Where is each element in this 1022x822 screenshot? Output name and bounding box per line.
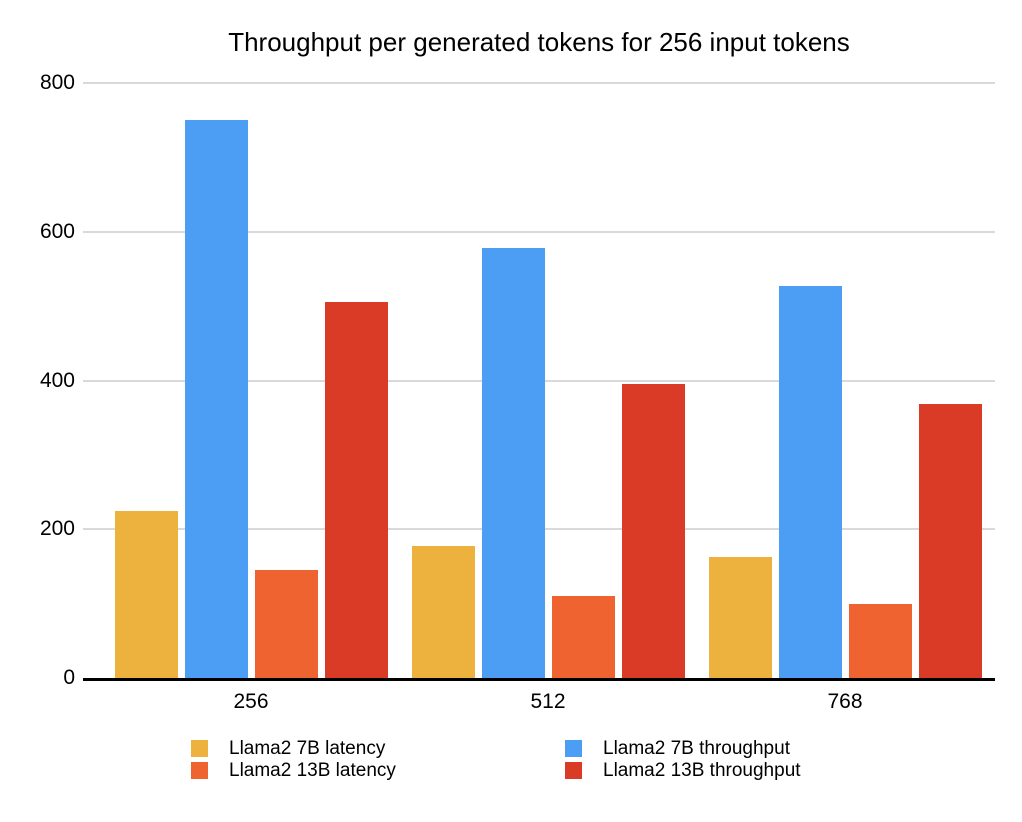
y-axis-tick-label: 400 [39, 368, 75, 392]
y-axis-tick-label: 800 [39, 71, 75, 94]
bar [184, 120, 248, 678]
bar [254, 570, 318, 678]
bar [551, 596, 615, 678]
bar [621, 384, 685, 678]
bar [848, 604, 912, 678]
y-axis-tick-label: 0 [63, 666, 75, 689]
legend-item: Llama2 7B throughput [565, 738, 801, 759]
legend-swatch-icon [565, 762, 582, 779]
bar-group [411, 248, 685, 678]
x-axis-tick-label: 256 [233, 690, 269, 713]
bar [481, 248, 545, 678]
legend-label: Llama2 13B throughput [603, 759, 801, 781]
legend-label: Llama2 13B latency [229, 759, 396, 781]
bar-group [708, 286, 982, 678]
bar [411, 545, 475, 678]
bar [114, 510, 178, 678]
legend-label: Llama2 7B throughput [603, 737, 790, 759]
legend-item: Llama2 7B latency [191, 738, 396, 759]
chart-title: Throughput per generated tokens for 256 … [228, 27, 850, 57]
bar [918, 404, 982, 678]
legend-swatch-icon [191, 740, 208, 757]
legend-item: Llama2 13B throughput [565, 760, 801, 781]
legend-swatch-icon [565, 740, 582, 757]
legend-column: Llama2 7B latency Llama2 13B latency [191, 738, 396, 782]
gridline [83, 82, 995, 84]
x-axis-tick-label: 512 [530, 690, 566, 713]
x-axis-tick-label: 768 [827, 690, 863, 713]
bar [324, 302, 388, 678]
y-axis-tick-label: 200 [39, 517, 75, 541]
bar [778, 286, 842, 678]
bar-group [114, 120, 388, 678]
bar [708, 556, 772, 678]
legend-column: Llama2 7B throughput Llama2 13B throughpu… [565, 738, 801, 782]
legend-swatch-icon [191, 762, 208, 779]
y-axis-tick-label: 600 [39, 219, 75, 243]
legend-label: Llama2 7B latency [229, 737, 386, 759]
plot-area [83, 82, 995, 681]
legend-item: Llama2 13B latency [191, 760, 396, 781]
gridline [83, 230, 995, 233]
